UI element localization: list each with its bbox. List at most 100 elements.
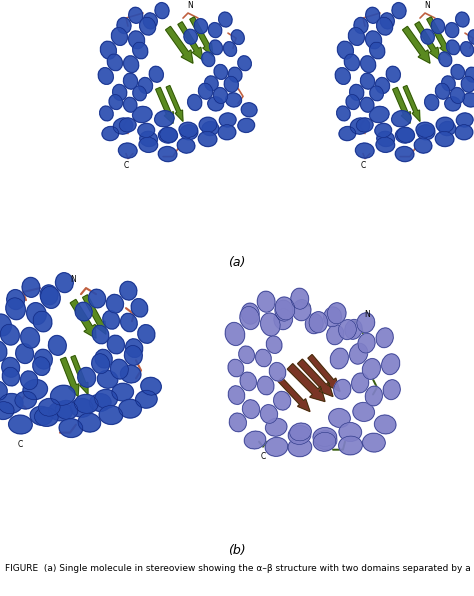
Ellipse shape: [257, 291, 275, 312]
Ellipse shape: [78, 368, 96, 387]
Ellipse shape: [188, 94, 202, 110]
Ellipse shape: [202, 122, 219, 135]
Polygon shape: [415, 22, 440, 60]
Ellipse shape: [113, 85, 127, 100]
Text: (a): (a): [228, 256, 246, 269]
Ellipse shape: [265, 437, 288, 457]
Ellipse shape: [100, 106, 113, 121]
Ellipse shape: [425, 94, 439, 110]
Text: C: C: [123, 160, 128, 170]
Ellipse shape: [238, 56, 251, 71]
Ellipse shape: [133, 107, 152, 123]
Ellipse shape: [334, 380, 351, 399]
Ellipse shape: [350, 118, 370, 134]
Ellipse shape: [99, 406, 123, 424]
Ellipse shape: [337, 106, 350, 121]
Text: N: N: [187, 1, 193, 10]
Polygon shape: [278, 377, 310, 412]
Polygon shape: [71, 356, 88, 395]
Ellipse shape: [0, 402, 14, 420]
Ellipse shape: [89, 289, 106, 308]
Ellipse shape: [353, 402, 374, 421]
Ellipse shape: [348, 27, 365, 45]
Ellipse shape: [21, 327, 39, 348]
Ellipse shape: [22, 278, 40, 297]
Ellipse shape: [382, 354, 400, 374]
Ellipse shape: [290, 423, 311, 441]
Ellipse shape: [461, 42, 474, 57]
Ellipse shape: [224, 42, 237, 57]
Ellipse shape: [468, 30, 474, 45]
Ellipse shape: [350, 85, 364, 100]
Ellipse shape: [376, 17, 392, 35]
Ellipse shape: [224, 76, 238, 92]
Ellipse shape: [219, 12, 232, 27]
Ellipse shape: [33, 311, 52, 332]
Ellipse shape: [194, 18, 208, 33]
Ellipse shape: [243, 400, 260, 418]
Ellipse shape: [133, 86, 146, 101]
Ellipse shape: [124, 56, 139, 73]
Ellipse shape: [463, 93, 474, 107]
Ellipse shape: [313, 432, 336, 451]
Ellipse shape: [374, 415, 396, 434]
Ellipse shape: [360, 73, 374, 89]
Ellipse shape: [41, 287, 60, 308]
Polygon shape: [82, 295, 106, 334]
Ellipse shape: [16, 344, 34, 364]
Ellipse shape: [208, 97, 224, 111]
Ellipse shape: [103, 311, 119, 329]
Ellipse shape: [339, 126, 356, 141]
Ellipse shape: [465, 67, 474, 82]
Ellipse shape: [370, 86, 383, 101]
Ellipse shape: [354, 17, 368, 33]
Ellipse shape: [257, 376, 274, 395]
Ellipse shape: [313, 427, 337, 446]
Ellipse shape: [90, 394, 111, 411]
Ellipse shape: [0, 393, 23, 414]
Polygon shape: [178, 22, 203, 60]
Ellipse shape: [366, 7, 380, 23]
Ellipse shape: [91, 354, 109, 374]
Ellipse shape: [138, 325, 155, 343]
Ellipse shape: [255, 349, 271, 367]
Ellipse shape: [213, 88, 228, 104]
Ellipse shape: [149, 66, 164, 82]
Ellipse shape: [376, 137, 395, 153]
Ellipse shape: [40, 285, 58, 305]
Ellipse shape: [436, 83, 450, 99]
Ellipse shape: [0, 324, 19, 345]
Text: FIGURE  (a) Single molecule in stereoview showing the α–β structure with two dom: FIGURE (a) Single molecule in stereoview…: [5, 564, 474, 573]
Ellipse shape: [120, 281, 137, 300]
Ellipse shape: [456, 113, 473, 127]
Ellipse shape: [219, 113, 236, 127]
Ellipse shape: [370, 107, 389, 123]
Ellipse shape: [446, 23, 459, 38]
Polygon shape: [61, 358, 79, 396]
Ellipse shape: [361, 56, 376, 73]
Ellipse shape: [265, 418, 287, 436]
Ellipse shape: [436, 117, 454, 132]
Ellipse shape: [240, 372, 256, 390]
Polygon shape: [403, 86, 420, 122]
Ellipse shape: [20, 371, 38, 390]
Ellipse shape: [414, 138, 432, 153]
Ellipse shape: [376, 328, 393, 347]
Ellipse shape: [363, 433, 385, 452]
Ellipse shape: [431, 18, 445, 33]
Ellipse shape: [335, 68, 350, 85]
Ellipse shape: [35, 408, 58, 426]
Polygon shape: [155, 88, 173, 123]
Ellipse shape: [214, 64, 228, 79]
Ellipse shape: [136, 390, 157, 408]
Ellipse shape: [377, 131, 394, 147]
Text: N: N: [364, 310, 370, 319]
Polygon shape: [165, 26, 193, 63]
Ellipse shape: [205, 76, 218, 91]
Text: C: C: [260, 452, 265, 461]
Ellipse shape: [33, 357, 50, 375]
Ellipse shape: [273, 392, 291, 410]
Ellipse shape: [225, 322, 245, 346]
Ellipse shape: [329, 409, 350, 427]
Ellipse shape: [51, 385, 75, 405]
